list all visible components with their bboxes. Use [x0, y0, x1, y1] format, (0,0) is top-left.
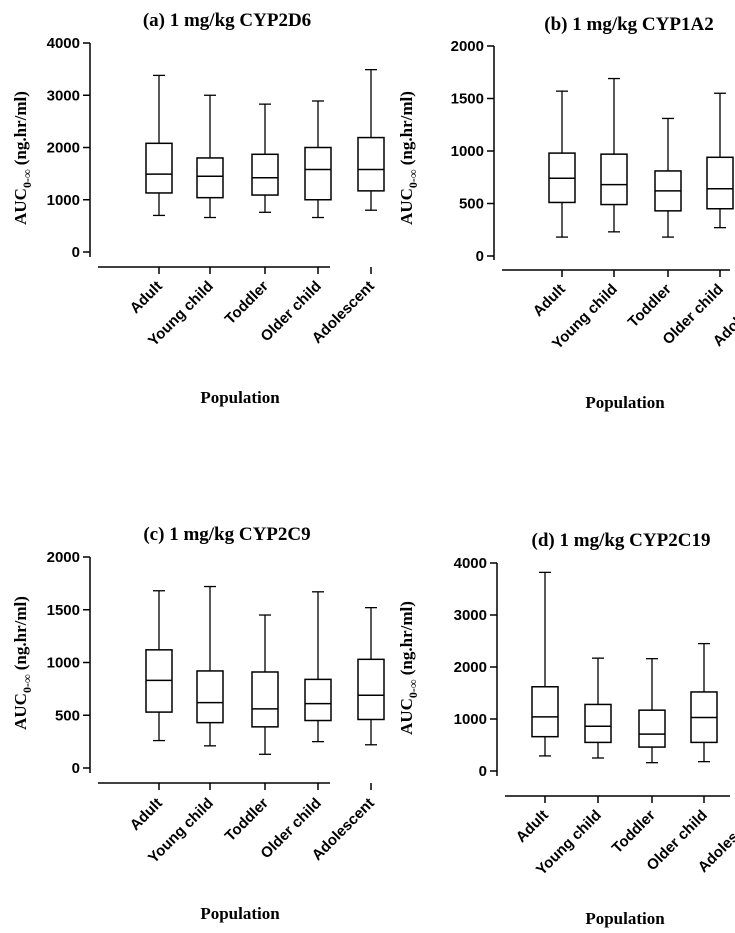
chart-panel: (a) 1 mg/kg CYP2D6 0 1000 2000 3000 4000 AUC0-…	[11, 10, 385, 407]
box-adult	[145, 590, 173, 790]
box-toddler	[638, 658, 666, 803]
y-tick-label: 2000	[47, 549, 80, 566]
box-iqr	[706, 156, 734, 210]
y-tick-label: 1500	[451, 91, 484, 108]
x-tick-label: Adult	[127, 795, 166, 834]
box-iqr	[196, 670, 224, 724]
y-axis-label: AUC0-∞ (ng.hr/ml)	[11, 91, 34, 225]
y-tick-label: 0	[72, 760, 80, 777]
box-iqr	[600, 153, 628, 206]
chart-title: (d) 1 mg/kg CYP2C19	[532, 530, 711, 551]
y-tick-label: 1500	[47, 602, 80, 619]
y-tick-label: 0	[476, 248, 484, 265]
box-iqr	[304, 146, 332, 201]
y-tick-label: 2000	[47, 140, 80, 157]
x-axis-label: Population	[200, 904, 280, 923]
y-tick-label: 3000	[47, 87, 80, 104]
y-axis-label: AUC0-∞ (ng.hr/ml)	[397, 91, 420, 225]
box-young-child	[600, 77, 628, 277]
x-tick-label: Toddler	[609, 807, 659, 857]
box-older-child	[690, 642, 718, 803]
box-older-child	[706, 92, 734, 277]
y-tick-label: 0	[72, 244, 80, 261]
chart-title: (c) 1 mg/kg CYP2C9	[143, 524, 310, 545]
box-older-child	[304, 100, 332, 274]
y-tick-label: 1000	[454, 711, 487, 728]
box-iqr	[638, 709, 666, 748]
chart-title: (b) 1 mg/kg CYP1A2	[544, 14, 713, 35]
box-young-child	[584, 657, 612, 803]
box-iqr	[251, 153, 279, 196]
box-toddler	[251, 614, 279, 790]
y-axis-label: AUC0-∞ (ng.hr/ml)	[397, 601, 420, 735]
y-tick-label: 4000	[454, 555, 487, 572]
y-tick-label: 0	[479, 763, 487, 780]
box-iqr	[145, 142, 173, 194]
box-iqr	[251, 671, 279, 728]
y-axis-label: AUC0-∞ (ng.hr/ml)	[11, 596, 34, 730]
y-tick-label: 500	[459, 196, 484, 213]
y-tick-label: 2000	[451, 38, 484, 55]
box-adult	[531, 571, 559, 803]
box-iqr	[357, 136, 385, 192]
box-toddler	[654, 117, 682, 277]
box-adolescent	[357, 606, 385, 790]
x-tick-label: Adult	[127, 278, 166, 317]
x-tick-label: Toddler	[222, 278, 272, 328]
y-tick-label: 1000	[47, 192, 80, 209]
x-tick-label: Toddler	[625, 281, 675, 331]
box-young-child	[196, 585, 224, 790]
y-tick-label: 1000	[47, 655, 80, 672]
chart-panel: (d) 1 mg/kg CYP2C19 0 1000 2000 3000 4000 AUC0…	[397, 530, 735, 928]
box-iqr	[196, 157, 224, 199]
y-tick-label: 4000	[47, 35, 80, 52]
box-toddler	[251, 103, 279, 274]
box-iqr	[531, 686, 559, 738]
box-iqr	[357, 658, 385, 721]
y-tick-label: 3000	[454, 607, 487, 624]
box-adult	[145, 74, 173, 274]
y-tick-label: 500	[55, 707, 80, 724]
x-axis-label: Population	[585, 393, 665, 412]
x-axis-label: Population	[585, 909, 665, 928]
y-tick-label: 2000	[454, 659, 487, 676]
x-tick-label: Toddler	[222, 795, 272, 845]
box-young-child	[196, 94, 224, 274]
y-tick-label: 1000	[451, 143, 484, 160]
x-axis-label: Population	[200, 388, 280, 407]
box-iqr	[584, 703, 612, 744]
x-tick-label: Adult	[530, 281, 569, 320]
x-tick-label: Adult	[513, 807, 552, 846]
box-adult	[548, 90, 576, 277]
box-adolescent	[357, 68, 385, 274]
box-older-child	[304, 591, 332, 790]
chart-panel: (c) 1 mg/kg CYP2C9 0 500 1000 1500 2000 AUC0-∞…	[11, 524, 385, 923]
box-iqr	[304, 678, 332, 722]
chart-panel: (b) 1 mg/kg CYP1A2 0 500 1000 1500 2000 AUC0-∞…	[397, 14, 735, 412]
chart-title: (a) 1 mg/kg CYP2D6	[143, 10, 311, 31]
